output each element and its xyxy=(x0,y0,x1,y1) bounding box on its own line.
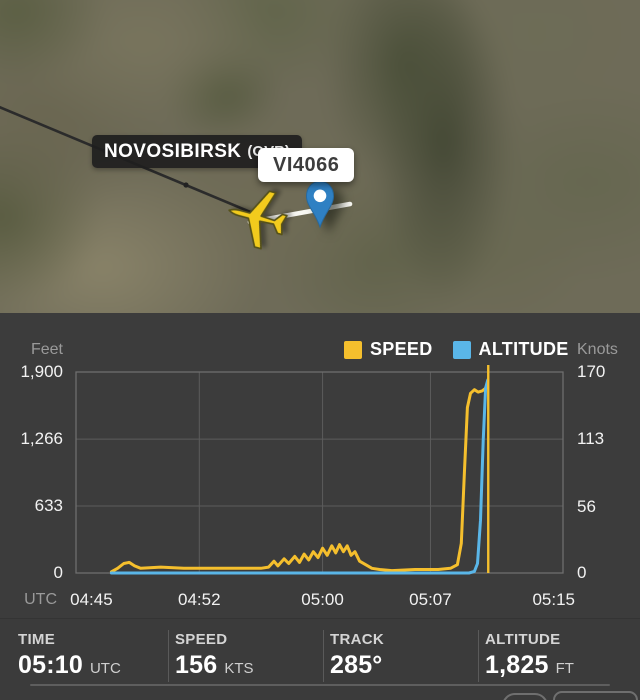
altitude-value: 1,825 xyxy=(485,651,549,679)
info-cell-track: TRACK 285° xyxy=(330,631,390,680)
altitude-label: ALTITUDE xyxy=(485,631,561,648)
speed-unit: KTS xyxy=(224,660,254,677)
time-unit: UTC xyxy=(89,660,121,677)
left-axis-tick: 1,266 xyxy=(20,429,63,449)
info-divider xyxy=(168,630,169,682)
series-line-speed xyxy=(109,385,489,574)
right-axis-tick: 170 xyxy=(577,362,606,381)
satellite-map[interactable]: NOVOSIBIRSK (OVB) VI4066 xyxy=(0,0,640,313)
speed-value: 156 xyxy=(175,651,218,679)
legend-speed-label: SPEED xyxy=(370,339,433,359)
legend-item-altitude[interactable]: ALTITUDE xyxy=(452,339,569,360)
trail-waypoint-dot xyxy=(183,182,189,188)
airport-name: NOVOSIBIRSK xyxy=(104,140,242,162)
right-axis-tick: 0 xyxy=(577,563,587,582)
series-line-altitude xyxy=(109,378,490,575)
left-axis-tick: 0 xyxy=(53,563,63,582)
time-value: 05:10 xyxy=(18,651,83,679)
flight-info-bar: TIME 05:10 UTC SPEED 156 KTS TRACK 285° … xyxy=(0,618,640,700)
x-axis-tick: 05:00 xyxy=(301,590,344,609)
chart-legend: SPEED ALTITUDE xyxy=(344,339,569,360)
speed-swatch-icon xyxy=(344,340,362,359)
callsign-label[interactable]: VI4066 xyxy=(258,148,355,182)
left-axis-tick: 633 xyxy=(34,496,63,516)
x-axis-tick: 04:52 xyxy=(178,590,221,609)
x-axis-tick: 04:45 xyxy=(70,590,113,609)
info-divider xyxy=(478,630,479,682)
time-label: TIME xyxy=(18,631,56,648)
legend-altitude-label: ALTITUDE xyxy=(478,339,569,359)
yellow-airplane-icon[interactable] xyxy=(218,178,299,259)
altitude-unit: FT xyxy=(555,660,574,677)
right-axis-tick: 113 xyxy=(577,429,605,449)
speed-altitude-chart[interactable] xyxy=(0,313,640,620)
left-axis-title: Feet xyxy=(30,341,63,358)
x-axis-utc-label: UTC xyxy=(24,591,57,608)
partial-rect-button[interactable] xyxy=(553,691,638,700)
flight-data-chart-panel xyxy=(0,313,640,618)
track-label: TRACK xyxy=(330,631,384,648)
right-axis-title: Knots xyxy=(577,341,618,358)
altitude-swatch-icon xyxy=(452,340,471,359)
bottom-divider xyxy=(30,684,610,686)
info-cell-time: TIME 05:10 UTC xyxy=(18,631,121,680)
track-value: 285° xyxy=(330,651,383,679)
x-axis-tick: 05:07 xyxy=(409,590,452,609)
speed-label: SPEED xyxy=(175,631,228,648)
legend-item-speed[interactable]: SPEED xyxy=(344,339,433,360)
info-cell-altitude: ALTITUDE 1,825 FT xyxy=(485,631,574,680)
info-divider xyxy=(323,630,324,682)
blue-map-pin-icon[interactable] xyxy=(305,180,335,229)
plot-border xyxy=(75,371,564,574)
info-cell-speed: SPEED 156 KTS xyxy=(175,631,254,680)
partial-pill-button[interactable] xyxy=(502,693,548,700)
left-axis-tick: 1,900 xyxy=(20,362,63,381)
right-axis-tick: 56 xyxy=(577,496,596,516)
x-axis-tick: 05:15 xyxy=(532,590,576,609)
